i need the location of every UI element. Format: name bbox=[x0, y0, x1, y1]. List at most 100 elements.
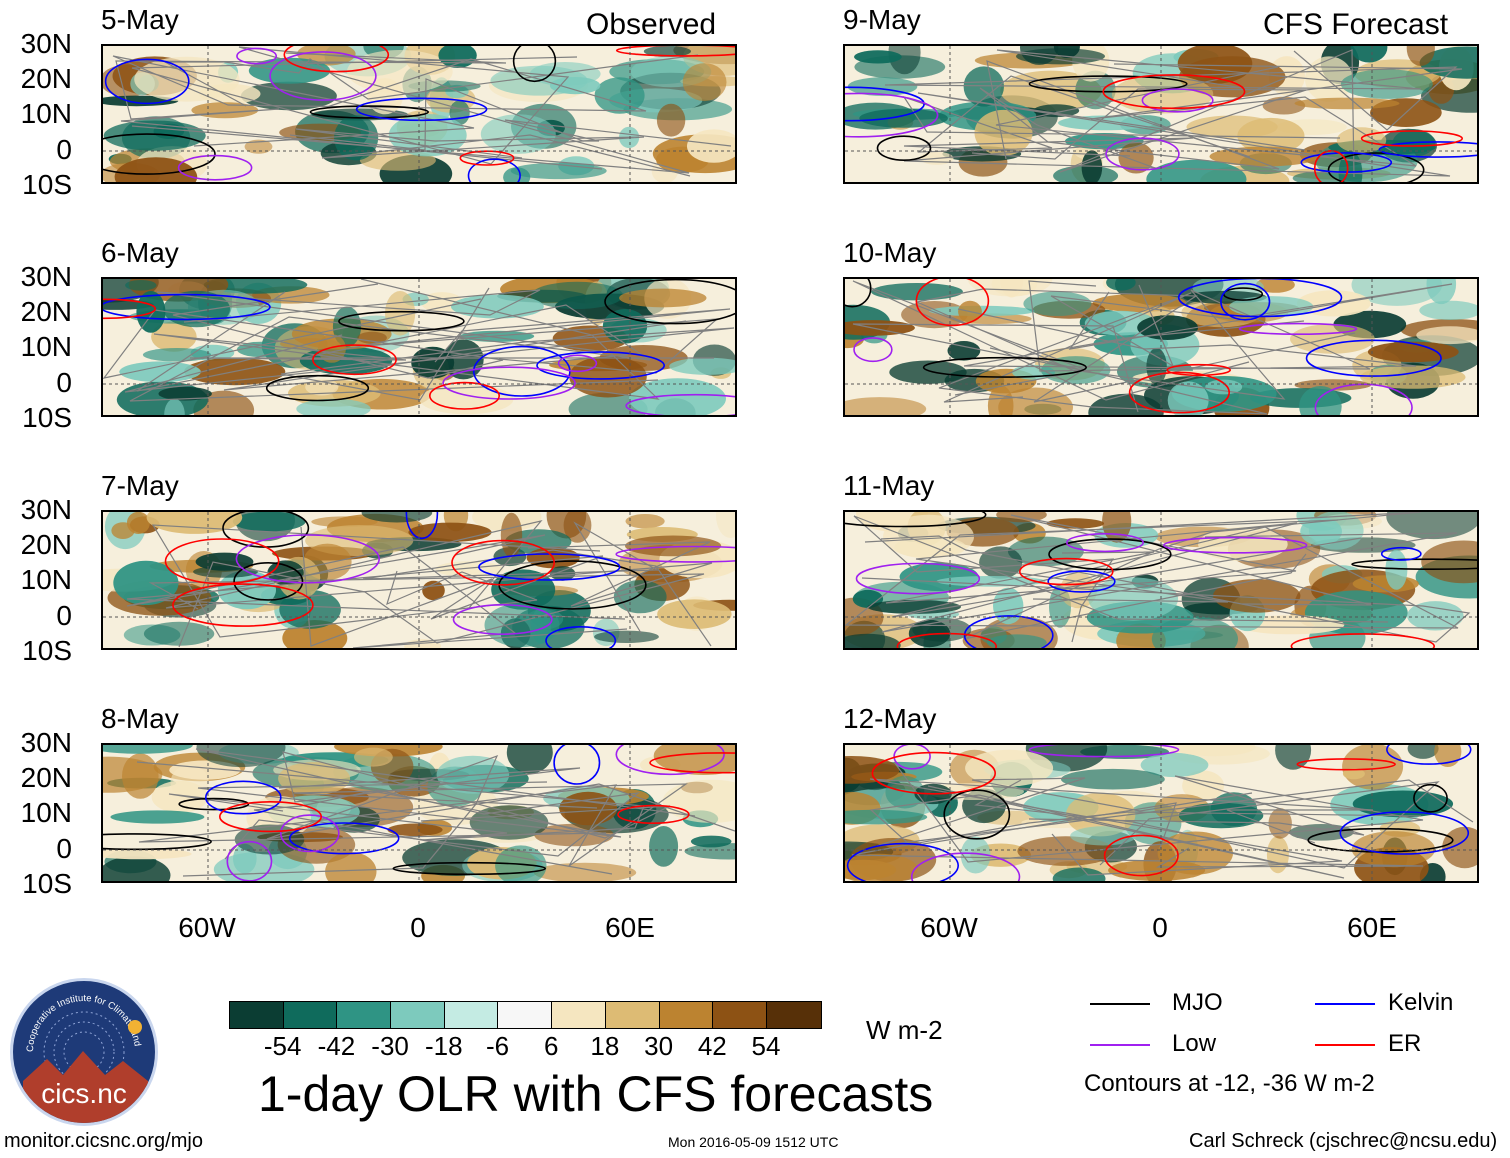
olr-anomaly-blob bbox=[1352, 790, 1454, 818]
contour-line bbox=[309, 105, 429, 119]
olr-anomaly-blob bbox=[1350, 46, 1388, 63]
contour-line bbox=[922, 356, 1087, 378]
coastline bbox=[151, 524, 601, 638]
olr-anomaly-blob bbox=[1406, 46, 1435, 66]
olr-map bbox=[845, 512, 1477, 648]
coastline bbox=[884, 49, 1458, 131]
coastline bbox=[957, 280, 1417, 372]
contour-line bbox=[219, 800, 323, 833]
contour-line bbox=[553, 745, 601, 785]
contour-line bbox=[451, 539, 555, 586]
coastline bbox=[995, 63, 1463, 167]
colorbar-label: -6 bbox=[485, 1031, 510, 1061]
coastline bbox=[165, 520, 713, 609]
olr-anomaly-blob bbox=[629, 378, 726, 415]
contour-line bbox=[452, 604, 553, 636]
olr-anomaly-blob bbox=[1033, 104, 1080, 118]
contour-line bbox=[1339, 811, 1470, 855]
contour-line bbox=[604, 279, 735, 325]
olr-anomaly-blob bbox=[1266, 836, 1289, 874]
colorbar-label: 30 bbox=[644, 1031, 674, 1061]
lon-label: 0 bbox=[1152, 912, 1168, 943]
olr-anomaly-blob bbox=[1186, 115, 1278, 139]
lon-label: 60W bbox=[178, 912, 236, 943]
contour-line bbox=[205, 780, 282, 815]
contour-line bbox=[896, 632, 997, 648]
contour-line bbox=[288, 822, 400, 855]
coastline bbox=[851, 811, 1424, 868]
lon-label: 60E bbox=[1347, 912, 1397, 943]
coastline bbox=[853, 515, 1389, 643]
olr-anomaly-blob bbox=[965, 749, 1054, 787]
olr-anomaly-blob bbox=[1360, 365, 1466, 389]
contour-line bbox=[467, 158, 521, 182]
contour-line bbox=[557, 354, 598, 373]
olr-anomaly-blob bbox=[1419, 300, 1477, 320]
lat-label: 10N bbox=[20, 98, 72, 129]
olr-anomaly-blob bbox=[151, 780, 208, 813]
contour-line bbox=[915, 279, 990, 327]
coastline bbox=[103, 283, 504, 379]
contour-line bbox=[177, 154, 253, 181]
olr-anomaly-blob bbox=[845, 633, 901, 648]
olr-anomaly-blob bbox=[533, 862, 637, 881]
panel-date-label: 5-May bbox=[101, 4, 179, 35]
olr-anomaly-blob bbox=[619, 288, 707, 308]
olr-anomaly-blob bbox=[1146, 159, 1247, 182]
lat-label: 0 bbox=[56, 134, 72, 165]
olr-anomaly-blob bbox=[126, 512, 150, 534]
figure-title: 1-day OLR with CFS forecasts bbox=[258, 1066, 934, 1122]
olr-anomaly-blob bbox=[325, 852, 377, 881]
legend-swatch-low bbox=[1090, 1044, 1150, 1046]
contour-line bbox=[545, 626, 617, 648]
olr-anomaly-blob bbox=[1299, 386, 1342, 415]
olr-anomaly-blob bbox=[1416, 326, 1477, 345]
olr-anomaly-blob bbox=[334, 115, 379, 161]
olr-anomaly-blob bbox=[1172, 745, 1256, 757]
coastline bbox=[126, 534, 628, 648]
colorbar-swatch bbox=[391, 1002, 445, 1028]
colorbar bbox=[229, 1001, 822, 1029]
olr-anomaly-blob bbox=[690, 835, 732, 848]
olr-map bbox=[845, 46, 1477, 182]
olr-anomaly-blob bbox=[1052, 867, 1106, 881]
olr-anomaly-blob bbox=[625, 514, 665, 529]
olr-anomaly-blob bbox=[143, 621, 215, 646]
contour-line bbox=[845, 279, 872, 308]
contour-line bbox=[265, 374, 370, 402]
panel-date-label: 8-May bbox=[101, 703, 179, 734]
contour-line bbox=[104, 58, 190, 105]
logo-graphic: Cooperative Institute for Climate and Sa… bbox=[13, 981, 148, 1123]
colorbar-swatch bbox=[713, 1002, 767, 1028]
contour-line bbox=[910, 852, 1021, 881]
olr-anomaly-blob bbox=[164, 398, 185, 415]
contour-line bbox=[1305, 339, 1442, 377]
svg-text:Cooperative Institute for Clim: Cooperative Institute for Climate and Sa… bbox=[13, 981, 143, 1052]
olr-anomaly-blob bbox=[980, 626, 1007, 645]
contour-line bbox=[617, 804, 690, 825]
contour-line bbox=[338, 310, 465, 332]
olr-anomaly-blob bbox=[1023, 291, 1092, 316]
lon-label: 60W bbox=[920, 912, 978, 943]
olr-anomaly-blob bbox=[125, 280, 157, 291]
olr-anomaly-blob bbox=[1137, 315, 1198, 340]
olr-map bbox=[103, 279, 735, 415]
coastline bbox=[902, 75, 1341, 158]
coastline bbox=[893, 761, 1424, 863]
lat-label: 20N bbox=[20, 296, 72, 327]
contour-line bbox=[943, 789, 1011, 840]
olr-anomaly-blob bbox=[669, 357, 735, 375]
olr-anomaly-blob bbox=[1426, 279, 1457, 305]
contour-line bbox=[649, 752, 735, 774]
olr-anomaly-blob bbox=[103, 848, 192, 860]
map-panel bbox=[843, 277, 1479, 417]
lat-label: 30N bbox=[20, 28, 72, 59]
coastline bbox=[876, 777, 1474, 847]
olr-anomaly-blob bbox=[1294, 97, 1400, 110]
olr-anomaly-blob bbox=[936, 576, 1046, 587]
contour-line bbox=[442, 366, 576, 400]
contour-line bbox=[855, 562, 981, 595]
footer-url: monitor.cicsnc.org/mjo bbox=[4, 1130, 203, 1152]
contour-line bbox=[1103, 834, 1179, 877]
olr-anomaly-blob bbox=[549, 77, 601, 95]
